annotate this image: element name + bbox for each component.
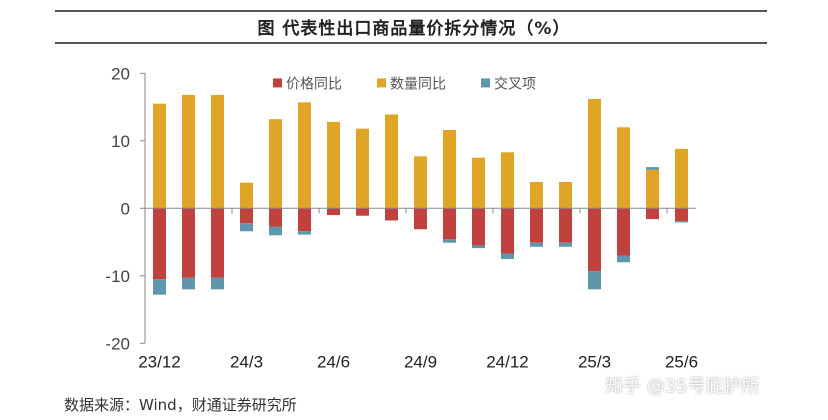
chart-title: 图 代表性出口商品量价拆分情况（%）	[257, 19, 571, 39]
chart-area: 20 10 0 -10 -20 23/12 24/3 24/6 24/9 24/12 25/3 25/…	[105, 64, 698, 370]
bar-25/6-series0	[675, 208, 688, 222]
bar-25/5-series2	[646, 167, 659, 170]
bar-24/4-series1	[269, 119, 282, 209]
bar-24/12-series0	[501, 208, 514, 254]
bar-25/4-series1	[617, 127, 630, 209]
legend-swatch-2	[481, 78, 490, 88]
bar-24/8-series1	[385, 114, 398, 209]
y-tick-label: -20	[105, 334, 130, 353]
bar-25/5-series0	[646, 208, 659, 220]
bar-24/10-series2	[443, 239, 456, 243]
legend-swatch-1	[377, 78, 386, 88]
bar-24/1-series2	[182, 277, 195, 290]
legend-swatch-0	[273, 78, 282, 88]
bar-24/2-series0	[211, 208, 224, 278]
bar-24/7-series1	[356, 128, 369, 209]
bar-25/3-series1	[588, 98, 601, 209]
bar-24/1-series1	[182, 94, 195, 209]
bar-25/6-series2	[675, 221, 688, 223]
x-tick-label: 24/3	[230, 352, 263, 370]
bar-25/1-series2	[530, 242, 543, 247]
bar-25/1-series0	[530, 208, 543, 243]
bar-24/12-series1	[501, 152, 514, 209]
legend-label-2: 交叉项	[494, 75, 536, 92]
bar-24/5-series0	[298, 208, 311, 232]
bar-25/3-series2	[588, 271, 601, 290]
bar-24/3-series2	[240, 223, 253, 232]
bar-25/2-series0	[559, 208, 572, 243]
y-tick-label: 10	[111, 132, 130, 151]
bar-24/11-series0	[472, 208, 485, 246]
watermark: 知乎 @35号庇护所	[605, 376, 760, 397]
bar-25/5-series1	[646, 169, 659, 209]
bar-24/5-series2	[298, 231, 311, 235]
bar-24/9-series1	[414, 156, 427, 209]
bar-25/6-series1	[675, 148, 688, 209]
x-tick-label: 23/12	[138, 352, 181, 370]
legend-label-1: 数量同比	[390, 76, 446, 92]
bar-24/12-series2	[501, 253, 514, 259]
bar-24/3-series0	[240, 208, 253, 224]
x-tick-label: 24/6	[317, 352, 350, 370]
bar-24/4-series2	[269, 226, 282, 236]
bar-25/2-series2	[559, 242, 572, 247]
title-bottom-rule	[55, 42, 767, 44]
bar-24/4-series0	[269, 208, 282, 227]
source-note: 数据来源：Wind，财通证券研究所	[64, 396, 297, 414]
bar-24/1-series0	[182, 208, 195, 278]
bar-23/12-series0	[153, 208, 166, 280]
bar-25/4-series2	[617, 255, 630, 263]
bar-24/2-series1	[211, 94, 224, 209]
bar-25/1-series1	[530, 181, 543, 209]
bar-24/2-series2	[211, 277, 224, 290]
y-tick-label: 0	[121, 199, 130, 218]
bar-25/3-series0	[588, 208, 601, 272]
bar-24/5-series1	[298, 102, 311, 209]
bar-23/12-series2	[153, 279, 166, 295]
bar-24/11-series2	[472, 245, 485, 249]
title-top-rule	[55, 10, 767, 12]
bar-25/4-series0	[617, 208, 630, 256]
bar-24/11-series1	[472, 157, 485, 209]
x-tick-label: 25/6	[665, 352, 698, 370]
x-tick-label: 24/9	[404, 352, 437, 370]
bar-24/10-series1	[443, 130, 456, 209]
bar-24/7-series0	[356, 208, 369, 216]
x-tick-label: 25/3	[578, 352, 611, 370]
bar-24/9-series0	[414, 208, 427, 230]
bar-24/6-series1	[327, 121, 340, 209]
y-tick-label: 20	[111, 64, 130, 83]
bar-24/8-series0	[385, 208, 398, 221]
bar-24/6-series0	[327, 208, 340, 216]
bar-24/3-series1	[240, 182, 253, 209]
bar-24/10-series0	[443, 208, 456, 240]
x-tick-label: 24/12	[486, 352, 529, 370]
bar-25/2-series1	[559, 181, 572, 209]
legend-label-0: 价格同比	[286, 76, 342, 92]
bar-23/12-series1	[153, 103, 166, 209]
y-tick-label: -10	[105, 267, 130, 286]
